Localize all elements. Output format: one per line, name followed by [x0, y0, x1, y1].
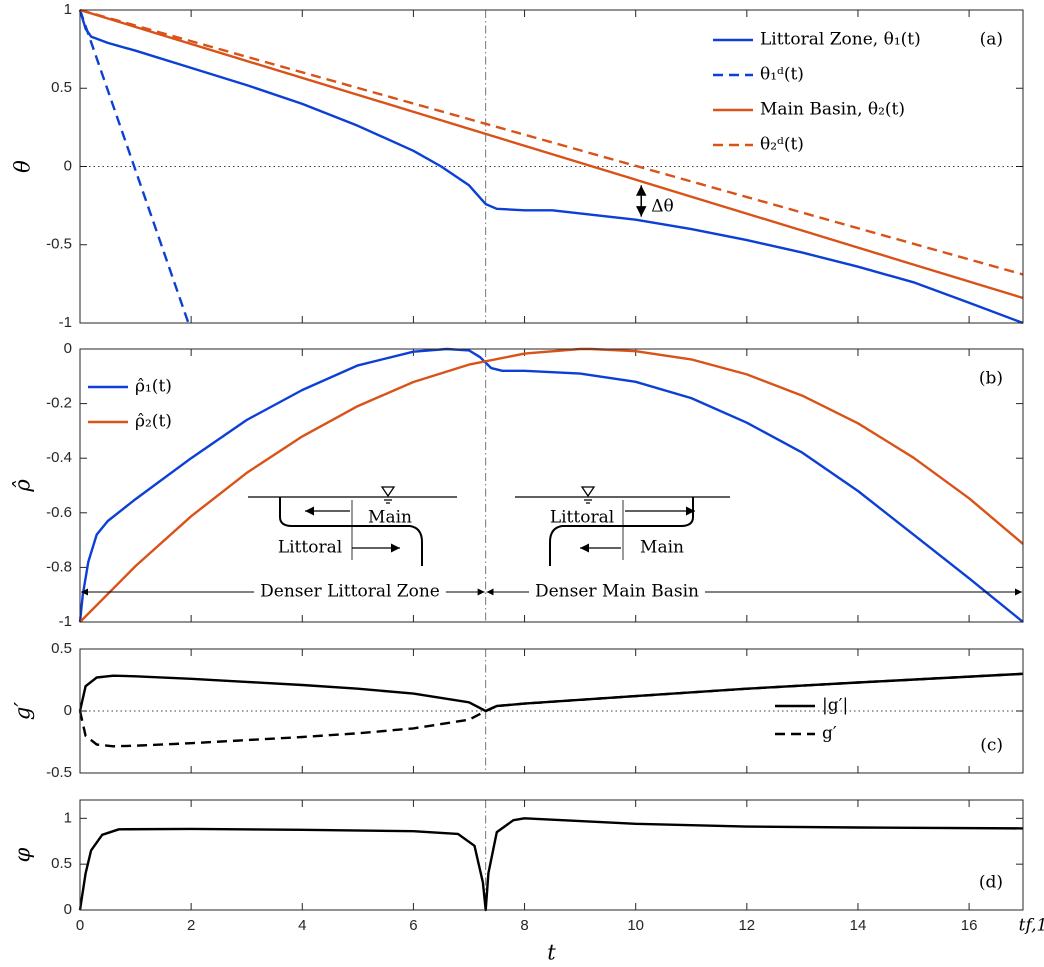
annotation: Denser Main Basin [535, 581, 699, 601]
legend-label: Main Basin, θ₂(t) [760, 100, 905, 120]
series-line [79, 8, 1024, 300]
series-line [78, 817, 1024, 912]
legend-label: g′ [822, 724, 837, 744]
y-tick-label: -1 [59, 613, 72, 630]
panel-label: (c) [980, 736, 1003, 756]
axes-frame [79, 648, 1024, 774]
y-tick-label: 1 [64, 1, 72, 18]
y-tick-label: 0 [64, 702, 72, 719]
panel-label: (a) [980, 30, 1003, 50]
y-tick-label: 0.5 [51, 855, 72, 872]
schematic [248, 486, 730, 566]
legend-label: θ₁ᵈ(t) [760, 65, 804, 85]
x-tick-label: 14 [850, 917, 867, 934]
legend-label: Littoral Zone, θ₁(t) [760, 30, 921, 50]
x-tick-label: 10 [627, 917, 644, 934]
series-line [78, 9, 1024, 325]
y-tick-label: 0 [64, 340, 72, 357]
y-axis-label: ρ̂ [11, 479, 35, 493]
series-line [78, 672, 1024, 713]
y-tick-label: -1 [59, 314, 72, 331]
axes-frame [79, 348, 1024, 623]
y-tick-label: -0.5 [46, 236, 72, 253]
panel-label: (b) [979, 369, 1003, 389]
x-tick-label: 12 [738, 917, 755, 934]
annotation: Main [368, 508, 412, 528]
x-tick-label: 8 [520, 917, 528, 934]
annotation: Littoral [550, 508, 614, 528]
panel-label: (d) [979, 873, 1003, 893]
annotation: Δθ [651, 197, 674, 217]
legend-label: ρ̂₁(t) [135, 377, 172, 397]
annotation: Main [640, 538, 684, 558]
legend-label: ρ̂₂(t) [135, 412, 172, 432]
legend-label: θ₂ᵈ(t) [760, 135, 804, 155]
y-axis-label: g′ [11, 702, 35, 720]
y-tick-label: -0.2 [46, 395, 72, 412]
legend-label: |g′| [822, 696, 848, 716]
annotation-bg [254, 579, 446, 604]
x-tick-label: 0 [76, 917, 84, 934]
y-tick-label: 0.5 [51, 640, 72, 657]
axes-frame [79, 9, 1024, 324]
y-tick-label: 0.5 [51, 79, 72, 96]
y-axis-label: φ [11, 847, 35, 862]
series-line [78, 672, 1024, 748]
x-tick-label: 16 [961, 917, 978, 934]
y-tick-label: -0.4 [46, 449, 72, 466]
axes-frame [79, 799, 1024, 911]
x-axis-label: t [547, 941, 556, 965]
series-line [78, 9, 190, 324]
x-tick-label: 4 [298, 917, 306, 934]
annotation: Denser Littoral Zone [260, 581, 440, 601]
y-tick-label: -0.6 [46, 504, 72, 521]
series-line [79, 8, 1024, 276]
x-tick-label: 2 [187, 917, 195, 934]
series-line [78, 347, 1024, 623]
x-tick-label: 6 [409, 917, 417, 934]
y-tick-label: 0 [64, 157, 72, 174]
annotation-bg [528, 579, 706, 604]
y-axis-label: θ [11, 160, 35, 173]
y-tick-label: -0.8 [46, 558, 72, 575]
y-tick-label: -0.5 [46, 764, 72, 781]
y-tick-label: 0 [64, 901, 72, 918]
x-tick-label: tf,1 [1019, 916, 1044, 936]
y-tick-label: 1 [64, 809, 72, 826]
annotation: Littoral [278, 538, 342, 558]
